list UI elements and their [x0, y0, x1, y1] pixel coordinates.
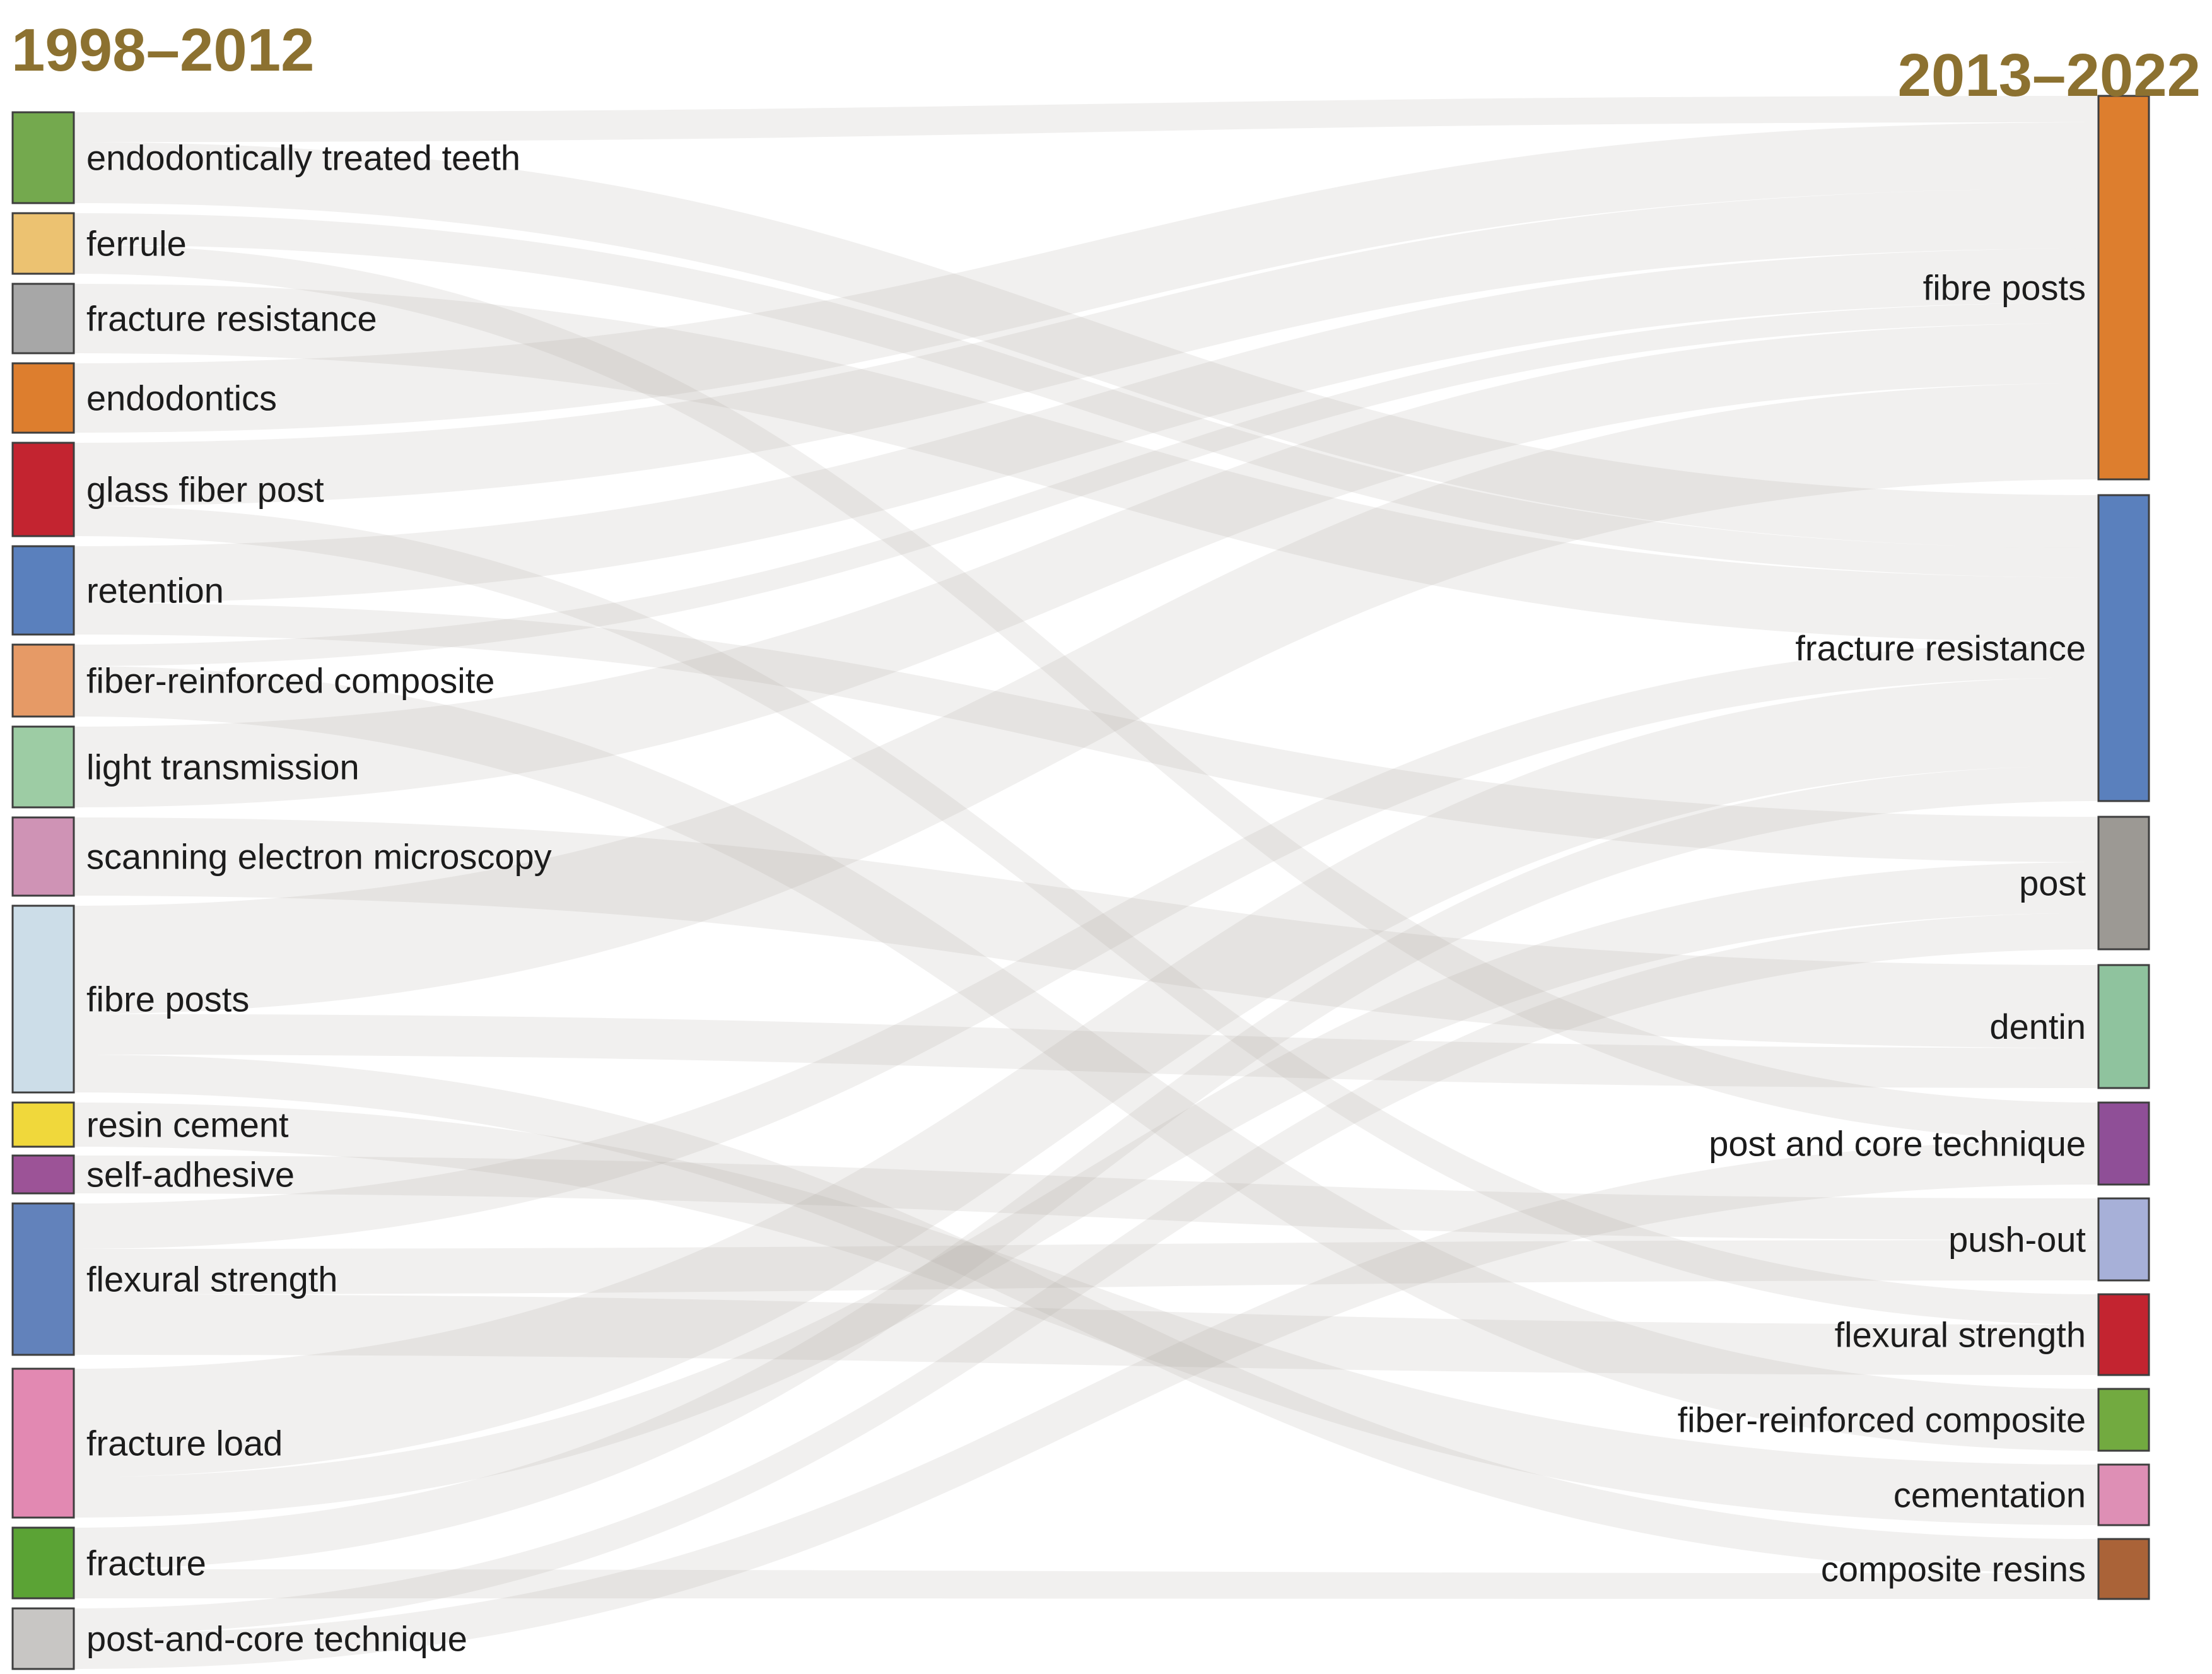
node-label-right-post: post — [2019, 863, 2086, 903]
node-label-left-self-adhesive: self-adhesive — [86, 1155, 295, 1195]
node-label-left-fracture-resistance: fracture resistance — [86, 299, 377, 339]
sankey-link-fiber-reinforced-composite-to-fibre-posts — [74, 302, 2098, 666]
sankey-link-retention-to-fibre-posts — [74, 249, 2098, 604]
sankey-node-right-push-out — [2097, 1197, 2150, 1282]
sankey-link-light-transmission-to-fibre-posts — [74, 323, 2098, 807]
node-label-right-post-and-core-technique: post and core technique — [1709, 1124, 2086, 1164]
sankey-link-endodontically-treated-teeth-to-fibre-posts — [74, 96, 2098, 143]
node-label-right-composite-resins: composite resins — [1821, 1549, 2086, 1589]
sankey-link-flexural-strength-to-flexural-strength — [74, 1294, 2098, 1375]
sankey-link-ferrule-to-fracture-resistance — [74, 213, 2098, 578]
sankey-link-glass-fiber-post-to-fibre-posts — [74, 188, 2098, 506]
sankey-link-flexural-strength-to-push-out — [74, 1240, 2098, 1294]
sankey-link-post-and-core-technique-to-post-and-core-technique — [74, 1140, 2098, 1669]
sankey-link-flexural-strength-to-fracture-resistance — [74, 642, 2098, 1249]
sankey-link-fiber-reinforced-composite-to-fiber-reinforced-composite — [74, 666, 2098, 1451]
links-layer — [74, 96, 2098, 1669]
node-label-right-dentin: dentin — [1989, 1007, 2086, 1046]
sankey-node-right-fibre-posts — [2097, 95, 2150, 481]
sankey-link-post-and-core-technique-to-post — [74, 913, 2098, 1634]
sankey-node-left-fracture-load — [11, 1367, 75, 1519]
sankey-node-left-flexural-strength — [11, 1202, 75, 1356]
sankey-link-resin-cement-to-cementation — [74, 1103, 2098, 1525]
sankey-node-left-endodontics — [11, 362, 75, 434]
node-label-right-fiber-reinforced-composite: fiber-reinforced composite — [1678, 1400, 2086, 1440]
sankey-node-left-fracture — [11, 1526, 75, 1600]
sankey-link-self-adhesive-to-push-out — [74, 1156, 2098, 1241]
node-label-left-endodontically-treated-teeth: endodontically treated teeth — [86, 138, 520, 178]
sankey-link-glass-fiber-post-to-flexural-strength — [74, 506, 2098, 1325]
sankey-link-fracture-resistance-to-fracture-resistance — [74, 284, 2098, 643]
sankey-node-left-post-and-core-technique — [11, 1607, 75, 1670]
nodes-layer — [11, 95, 2150, 1670]
sankey-link-retention-to-post — [74, 603, 2098, 862]
sankey-link-scanning-electron-microscopy-to-dentin — [74, 817, 2098, 1048]
node-label-right-fracture-resistance: fracture resistance — [1795, 628, 2086, 668]
sankey-node-right-fracture-resistance — [2097, 494, 2150, 802]
sankey-node-left-scanning-electron-microscopy — [11, 816, 75, 897]
node-label-left-glass-fiber-post: glass fiber post — [86, 470, 324, 510]
node-label-left-flexural-strength: flexural strength — [86, 1260, 337, 1299]
node-label-left-resin-cement: resin cement — [86, 1105, 289, 1145]
sankey-node-right-cementation — [2097, 1463, 2150, 1526]
node-label-right-flexural-strength: flexural strength — [1835, 1315, 2086, 1355]
sankey-link-fracture-load-to-fracture-resistance — [74, 677, 2098, 1477]
node-label-left-retention: retention — [86, 571, 224, 611]
labels-layer: endodontically treated teeth ferrule fract… — [86, 138, 2086, 1659]
sankey-link-fracture-load-to-post — [74, 862, 2098, 1518]
sankey-link-fracture-to-fracture-resistance — [74, 766, 2098, 1569]
sankey-node-left-retention — [11, 545, 75, 636]
sankey-link-endodontics-to-fibre-posts — [74, 122, 2098, 433]
sankey-node-right-flexural-strength — [2097, 1293, 2150, 1376]
node-label-left-post-and-core-technique: post-and-core technique — [86, 1619, 467, 1659]
node-label-left-scanning-electron-microscopy: scanning electron microscopy — [86, 837, 552, 877]
sankey-node-right-post-and-core-technique — [2097, 1101, 2150, 1186]
sankey-node-right-fiber-reinforced-composite — [2097, 1388, 2150, 1452]
sankey-node-left-endodontically-treated-teeth — [11, 111, 75, 204]
sankey-node-left-resin-cement — [11, 1101, 75, 1148]
sankey-node-left-fibre-posts — [11, 904, 75, 1094]
sankey-node-left-ferrule — [11, 212, 75, 275]
left-period-title: 1998–2012 — [11, 16, 315, 84]
sankey-node-left-light-transmission — [11, 725, 75, 809]
sankey-node-left-self-adhesive — [11, 1154, 75, 1195]
sankey-node-left-fiber-reinforced-composite — [11, 643, 75, 718]
node-label-left-light-transmission: light transmission — [86, 747, 360, 787]
sankey-node-right-post — [2097, 816, 2150, 951]
right-period-title: 2013–2022 — [1897, 42, 2201, 109]
sankey-link-ferrule-to-post-and-core-technique — [74, 245, 2098, 1140]
sankey-node-left-fracture-resistance — [11, 283, 75, 354]
sankey-link-fracture-to-composite-resins — [74, 1569, 2098, 1599]
node-label-right-fibre-posts: fibre posts — [1923, 268, 2086, 308]
sankey-link-fibre-posts-to-composite-resins — [74, 1054, 2098, 1574]
node-label-left-fracture: fracture — [86, 1543, 206, 1583]
node-label-left-ferrule: ferrule — [86, 224, 187, 264]
node-label-right-push-out: push-out — [1948, 1220, 2086, 1260]
sankey-node-left-glass-fiber-post — [11, 442, 75, 537]
sankey-node-right-dentin — [2097, 964, 2150, 1089]
sankey-link-fibre-posts-to-fibre-posts — [74, 383, 2098, 1014]
node-label-left-fibre-posts: fibre posts — [86, 980, 249, 1019]
node-label-left-fiber-reinforced-composite: fiber-reinforced composite — [86, 661, 494, 701]
sankey-link-endodontically-treated-teeth-to-fracture-resistance — [74, 142, 2098, 548]
node-label-left-fracture-load: fracture load — [86, 1424, 283, 1463]
node-label-left-endodontics: endodontics — [86, 378, 277, 418]
node-label-right-cementation: cementation — [1893, 1475, 2086, 1515]
sankey-node-right-composite-resins — [2097, 1538, 2150, 1600]
sankey-link-fibre-posts-to-dentin — [74, 1014, 2098, 1088]
